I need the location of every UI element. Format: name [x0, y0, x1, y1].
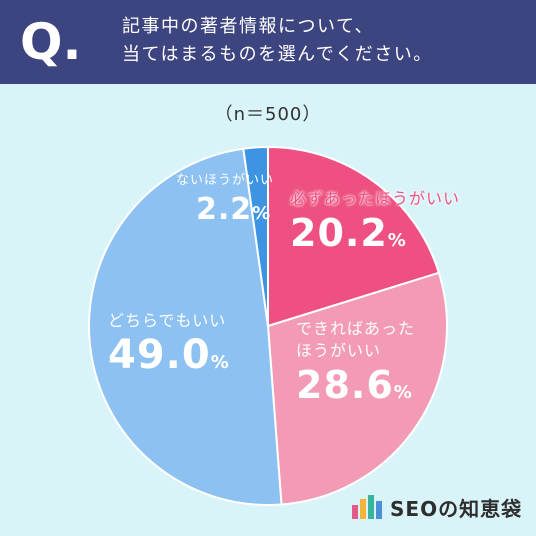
value-either: 49.0: [108, 332, 211, 378]
label-not-value: 2.2%: [196, 190, 274, 234]
unit-either: %: [210, 352, 230, 373]
label-not-text: ないほうがいい: [176, 173, 275, 188]
slice-better: [266, 271, 448, 506]
label-better-value: 28.6%: [296, 362, 415, 416]
slice-either: [88, 147, 283, 506]
label-better: できればあった ほうがいい 28.6%: [296, 318, 415, 416]
slice-must: [267, 145, 441, 328]
logo-text: SEOの知恵袋: [390, 496, 523, 521]
question-line-1: 記事中の著者情報について、: [122, 16, 375, 37]
label-must-text: 必ずあったほうがいい: [290, 189, 461, 208]
unit-not: %: [252, 203, 272, 224]
label-either: どちらでもいい 49.0%: [108, 310, 230, 386]
question-text: 記事中の著者情報について、 当てはまるものを選んでください。: [122, 13, 433, 69]
label-not: ないほうがいい 2.2%: [176, 172, 274, 234]
unit-must: %: [387, 230, 407, 251]
value-not: 2.2: [196, 192, 253, 227]
value-better: 28.6: [296, 363, 394, 407]
question-header: Q. 記事中の著者情報について、 当てはまるものを選んでください。: [0, 0, 536, 84]
label-better-text-2: ほうがいい: [296, 341, 382, 360]
value-must: 20.2: [290, 211, 388, 255]
logo-icon: [352, 495, 384, 519]
label-better-text-1: できればあった: [296, 319, 416, 338]
q-mark: Q.: [20, 13, 82, 71]
label-must: 必ずあったほうがいい 20.2%: [290, 188, 460, 264]
logo: SEOの知恵袋: [352, 492, 522, 522]
label-must-value: 20.2%: [290, 210, 460, 264]
label-either-value: 49.0%: [108, 332, 230, 386]
slice-not: [242, 145, 269, 327]
question-line-2: 当てはまるものを選んでください。: [122, 44, 433, 65]
unit-better: %: [393, 382, 413, 403]
sample-size: （n＝500）: [214, 104, 322, 125]
label-either-text: どちらでもいい: [108, 311, 227, 330]
